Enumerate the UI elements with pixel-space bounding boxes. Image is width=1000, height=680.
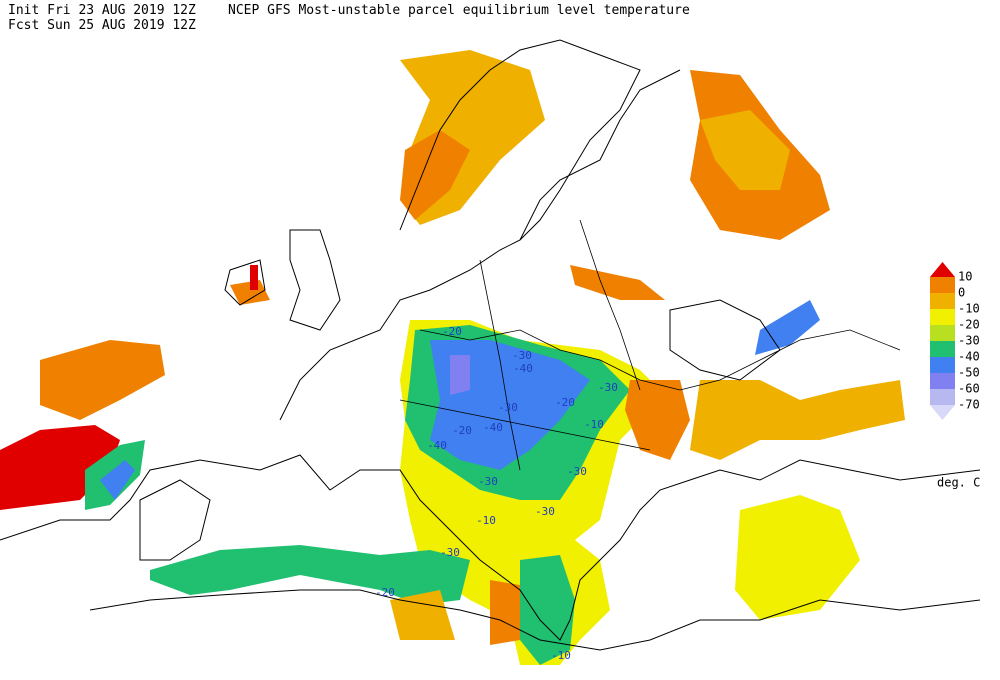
field-patch [490,580,520,645]
contour-label: -30 [535,505,555,518]
contour-label: -30 [440,546,460,559]
field-patch [625,380,690,460]
legend-swatch [930,389,955,405]
legend-swatch [930,373,955,389]
contour-label: -40 [513,362,533,375]
field-patch [400,130,470,220]
contour-label: -20 [375,586,395,599]
contour-label: -40 [483,421,503,434]
legend-label: 10 [958,270,972,284]
legend-swatch [930,309,955,325]
contour-label: -10 [476,514,496,527]
field-patch [690,380,905,460]
contour-label: -30 [498,401,518,414]
contour-label: -30 [512,349,532,362]
legend-swatch [930,357,955,373]
legend-label: -30 [958,334,980,348]
contour-label: -20 [555,396,575,409]
color-legend: 10 0 -10 -20 -30 -40 -50 -60 -70 [930,262,980,420]
field-patch [250,265,258,290]
legend-triangle [930,262,955,277]
legend-label: -50 [958,366,980,380]
field [0,50,905,665]
field-patch [735,495,860,620]
legend-label: -40 [958,350,980,364]
legend-unit: deg. C [937,476,980,490]
legend-label: -60 [958,382,980,396]
field-patch [150,545,470,605]
contour-label: -20 [452,424,472,437]
legend-swatch [930,341,955,357]
contour-label: -30 [478,475,498,488]
legend-swatch [930,325,955,341]
coastlines [0,39,981,651]
legend-label: -20 [958,318,980,332]
contour-label: -30 [567,465,587,478]
contour-label: -10 [584,418,604,431]
map-title: NCEP GFS Most-unstable parcel equilibriu… [228,3,690,18]
legend-triangle [930,405,955,420]
legend-label: -70 [958,398,980,412]
contour-label: -40 [427,439,447,452]
field-patch [230,280,270,305]
contour-label: -10 [551,649,571,662]
legend-swatch [930,293,955,309]
field-patch [755,300,820,355]
field-patch [390,590,455,640]
init-time: Init Fri 23 AUG 2019 12Z [8,3,196,18]
legend-swatch [930,277,955,293]
field-patch [700,110,790,190]
legend-label: -10 [958,302,980,316]
field-patch [40,340,165,420]
contour-labels: -20 -30 -40 -30 -20 -30 -10 -20 -40 -40 … [375,325,618,662]
field-patch [450,355,470,395]
field-patch [570,265,665,300]
forecast-time: Fcst Sun 25 AUG 2019 12Z [8,18,196,33]
field-patch [100,460,135,500]
contour-label: -30 [598,381,618,394]
contour-label: -20 [442,325,462,338]
legend-label: 0 [958,286,965,300]
